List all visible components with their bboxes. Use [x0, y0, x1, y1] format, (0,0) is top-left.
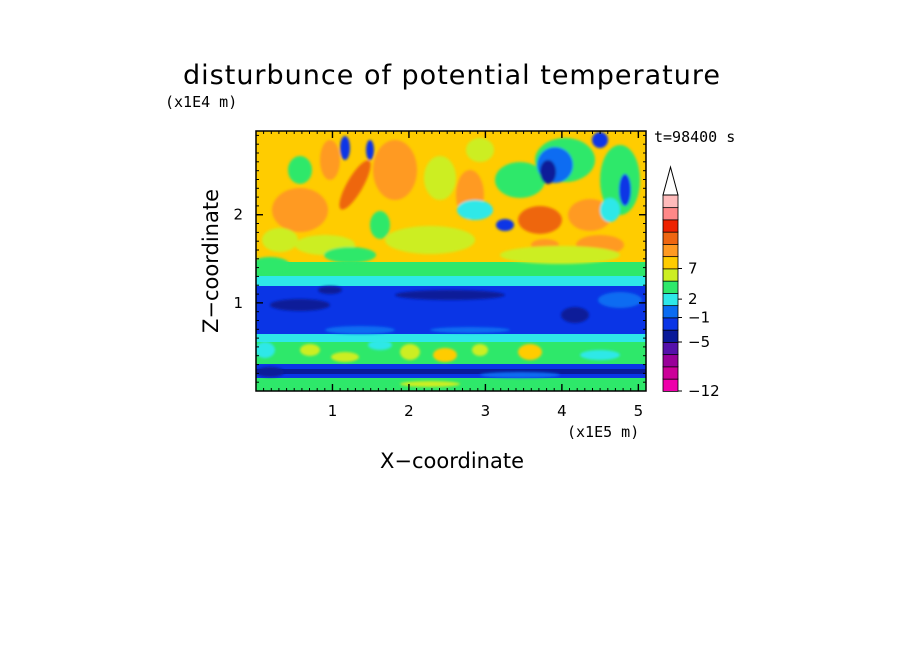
- colorbar-segment: [662, 329, 679, 343]
- colorbar-segment: [662, 219, 679, 233]
- patch: [472, 344, 488, 356]
- y-tick-labels: 12: [233, 206, 243, 312]
- patch: [430, 327, 510, 333]
- patch: [592, 132, 608, 148]
- field-lower-cyan: [256, 334, 646, 342]
- patch: [496, 219, 514, 231]
- patch: [270, 299, 330, 311]
- patch: [400, 381, 460, 387]
- x-unit-label: (x1E5 m): [567, 423, 639, 441]
- colorbar-segment: [662, 268, 679, 282]
- x-axis-label: X−coordinate: [380, 449, 524, 473]
- patch: [395, 290, 505, 300]
- patch: [272, 188, 328, 232]
- colorbar-segment: [662, 194, 679, 209]
- x-tick-labels: 1 2 3 4 5: [328, 402, 643, 420]
- patch: [500, 246, 620, 264]
- patch: [300, 344, 320, 356]
- patch: [580, 350, 620, 360]
- patch: [619, 174, 631, 206]
- field-bottom-darkblue: [256, 369, 646, 374]
- y-tick-label: 1: [233, 294, 243, 312]
- patch: [256, 342, 275, 358]
- colorbar-segment: [662, 292, 679, 307]
- colorbar-extend-arrow: [662, 165, 679, 196]
- patch: [424, 156, 456, 200]
- patch: [373, 140, 417, 200]
- patch: [400, 344, 420, 360]
- plot-frame: [255, 130, 647, 392]
- patch: [370, 211, 390, 239]
- lower-patterns: [256, 340, 620, 387]
- patch: [318, 286, 342, 294]
- patch: [518, 344, 542, 360]
- patch: [325, 326, 395, 334]
- colorbar-label: 7: [688, 260, 698, 278]
- patch: [457, 200, 493, 220]
- colorbar-label: −1: [688, 309, 710, 327]
- contour-field: [256, 131, 646, 391]
- x-tick-label: 2: [404, 402, 414, 420]
- chart-title: disturbunce of potential temperature: [183, 60, 721, 91]
- x-tick-label: 5: [634, 402, 644, 420]
- patch: [466, 138, 494, 162]
- patch: [385, 226, 475, 254]
- colorbar-label: −12: [688, 382, 720, 400]
- patch: [495, 162, 545, 198]
- patch: [256, 257, 290, 273]
- colorbar-label: 2: [688, 290, 698, 308]
- patch: [540, 160, 556, 184]
- colorbar-segment: [662, 231, 679, 245]
- time-label: t=98400 s: [654, 128, 735, 146]
- x-tick-label: 3: [481, 402, 491, 420]
- upper-patterns: [256, 132, 640, 273]
- patch: [518, 206, 562, 234]
- colorbar-segment: [662, 317, 679, 331]
- patch: [262, 228, 298, 252]
- major-ticks: [256, 131, 646, 391]
- y-tick-label: 2: [233, 206, 243, 224]
- patch: [433, 348, 457, 362]
- y-axis-label: Z−coordinate: [199, 189, 223, 333]
- colorbar-segment: [662, 206, 679, 221]
- x-tick-label: 1: [328, 402, 338, 420]
- y-unit-label: (x1E4 m): [165, 93, 237, 111]
- patch: [340, 136, 350, 160]
- patch: [366, 140, 374, 160]
- colorbar-segment: [662, 378, 679, 392]
- band-patterns: [270, 286, 642, 334]
- colorbar: [662, 165, 679, 392]
- plot-border: [255, 130, 647, 392]
- colorbar-segment: [662, 353, 679, 368]
- patch: [600, 198, 620, 222]
- colorbar-labels: 7 2−1 −5 −12: [678, 260, 720, 400]
- patch: [331, 352, 359, 362]
- colorbar-segment: [662, 366, 679, 380]
- colorbar-segment: [662, 341, 679, 356]
- patch: [480, 372, 560, 378]
- patch: [339, 160, 371, 210]
- colorbar-segment: [662, 280, 679, 294]
- x-tick-label: 4: [557, 402, 567, 420]
- colorbar-segment: [662, 255, 679, 270]
- patch: [288, 156, 312, 184]
- patch: [561, 307, 589, 323]
- colorbar-label: −5: [688, 333, 710, 351]
- patch: [368, 340, 392, 350]
- patch: [324, 247, 376, 263]
- patch: [256, 367, 284, 377]
- patch: [598, 292, 642, 308]
- colorbar-segment: [662, 304, 679, 319]
- patch: [320, 140, 340, 180]
- colorbar-segment: [662, 243, 679, 258]
